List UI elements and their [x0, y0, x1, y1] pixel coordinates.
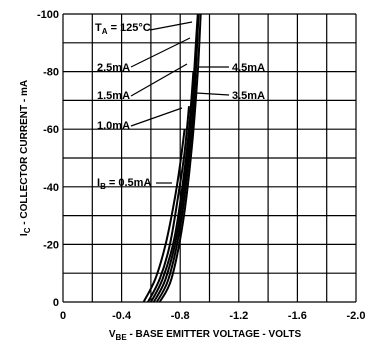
series-curve-0-5ma [142, 129, 186, 303]
series-curve-1-5ma [150, 71, 195, 303]
y-tick-label: -80 [43, 67, 59, 79]
series-curve-2-5ma [152, 13, 199, 303]
annotations: TA = 125°C 2.5mA 1.5mA 1.0mA 4.5mA 3.5mA… [95, 21, 265, 191]
x-tick-label: -1.6 [288, 310, 307, 322]
x-axis-title: VBE - BASE EMITTER VOLTAGE - VOLTS [109, 329, 302, 342]
x-tick-label: 0 [60, 310, 66, 322]
x-tick-label: -0.8 [171, 310, 190, 322]
series-label-0-5ma: IB = 0.5mA [97, 177, 151, 191]
y-tick-label: -100 [37, 9, 59, 21]
series-label-1-0ma: 1.0mA [97, 120, 130, 132]
y-axis-title: IC - COLLECTOR CURRENT - mA [19, 80, 32, 236]
leader-3-5ma [195, 92, 230, 96]
series-label-1-5ma: 1.5mA [97, 90, 130, 102]
x-tick-label: -0.4 [112, 310, 132, 322]
y-tick-label: -40 [43, 182, 59, 194]
leader-2-5ma [130, 37, 191, 68]
leader-1-5ma [130, 63, 188, 97]
x-tick-labels: 0 -0.4 -0.8 -1.2 -1.6 -2.0 [60, 310, 366, 322]
series-curve-3-5ma [155, 13, 200, 303]
y-tick-label: -20 [43, 239, 59, 251]
series-label-2-5ma: 2.5mA [97, 62, 130, 74]
leader-condition [149, 21, 193, 31]
x-tick-label: -1.2 [229, 310, 248, 322]
series-label-4-5ma: 4.5mA [232, 62, 265, 74]
y-tick-label: 0 [53, 297, 59, 309]
x-tick-label: -2.0 [347, 310, 366, 322]
leader-1-0ma [130, 107, 183, 127]
series-curve-1-0ma [147, 106, 190, 303]
curves [142, 13, 202, 303]
condition-label: TA = 125°C [95, 22, 151, 36]
series-label-3-5ma: 3.5mA [232, 90, 265, 102]
grid [62, 13, 357, 303]
y-tick-label: -60 [43, 124, 59, 136]
series-curve-4-5ma [158, 13, 202, 303]
y-tick-labels: 0 -20 -40 -60 -80 -100 [37, 9, 59, 309]
